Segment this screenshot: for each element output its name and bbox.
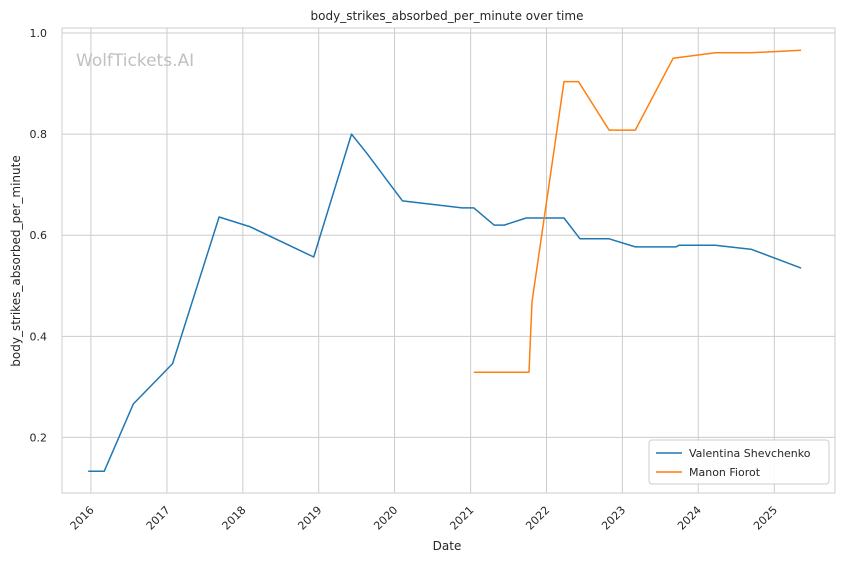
- y-tick-label: 0.8: [30, 128, 48, 141]
- x-tick-label: 2018: [220, 504, 249, 533]
- y-tick-label: 0.2: [30, 431, 48, 444]
- x-tick-label: 2017: [144, 504, 173, 533]
- y-gridlines: [62, 32, 835, 438]
- series-lines: [88, 49, 802, 473]
- plot-background: [61, 27, 836, 494]
- x-axis-ticks: 2016 2017 2018 2019 2020 2021 2022 2023 2024 2025: [68, 504, 780, 533]
- x-tick-label: 2021: [447, 504, 476, 533]
- legend: Valentina Shevchenko Manon Fiorot: [648, 439, 830, 485]
- x-tick-label: 2024: [675, 504, 704, 533]
- chart-title: body_strikes_absorbed_per_minute over ti…: [311, 9, 584, 23]
- legend-label-valentina-shevchenko: Valentina Shevchenko: [689, 447, 811, 460]
- x-axis-label: Date: [433, 539, 462, 553]
- watermark: WolfTickets.AI: [76, 51, 194, 71]
- legend-box: [648, 439, 830, 485]
- x-gridlines: [90, 28, 775, 493]
- y-tick-label: 0.4: [30, 330, 48, 343]
- x-tick-label: 2025: [751, 504, 780, 533]
- plot-area: [61, 27, 836, 494]
- legend-label-manon-fiorot: Manon Fiorot: [689, 466, 761, 479]
- x-tick-label: 2022: [523, 504, 552, 533]
- y-tick-label: 0.6: [30, 229, 48, 242]
- x-tick-label: 2016: [68, 504, 97, 533]
- series-line-manon-fiorot: [473, 49, 802, 373]
- y-axis-ticks: 0.2 0.4 0.6 0.8 1.0: [30, 27, 48, 444]
- y-axis-label: body_strikes_absorbed_per_minute: [9, 155, 23, 366]
- x-tick-label: 2023: [599, 504, 628, 533]
- x-tick-label: 2019: [295, 504, 324, 533]
- x-tick-label: 2020: [371, 504, 400, 533]
- y-tick-label: 1.0: [30, 27, 48, 40]
- series-line-valentina-shevchenko: [88, 133, 802, 473]
